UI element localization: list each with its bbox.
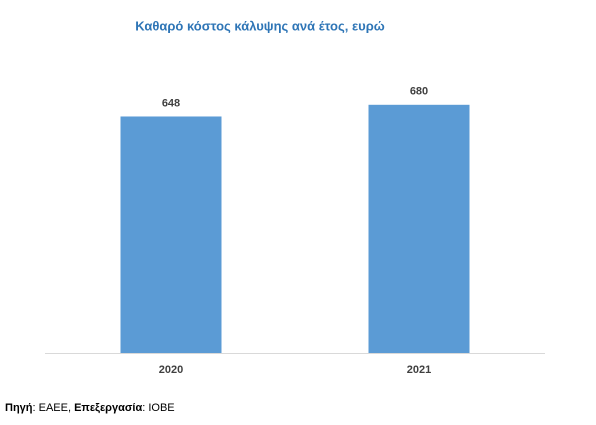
x-tick-label: 2020 (159, 364, 183, 376)
x-tick-label: 2021 (407, 364, 431, 376)
source-part: Πηγή (5, 402, 33, 414)
bar (368, 104, 470, 353)
bar (120, 116, 222, 353)
chart-title: Καθαρό κόστος κάλυψης ανά έτος, ευρώ (135, 18, 384, 33)
source-note: Πηγή: ΕΑΕΕ, Επεξεργασία: ΙΟΒΕ (5, 402, 175, 414)
source-part: Επεξεργασία (74, 402, 142, 414)
source-part: : ΙΟΒΕ (142, 402, 174, 414)
value-label: 648 (162, 97, 180, 109)
source-part: : ΕΑΕΕ, (33, 402, 75, 414)
value-label: 680 (410, 86, 428, 98)
